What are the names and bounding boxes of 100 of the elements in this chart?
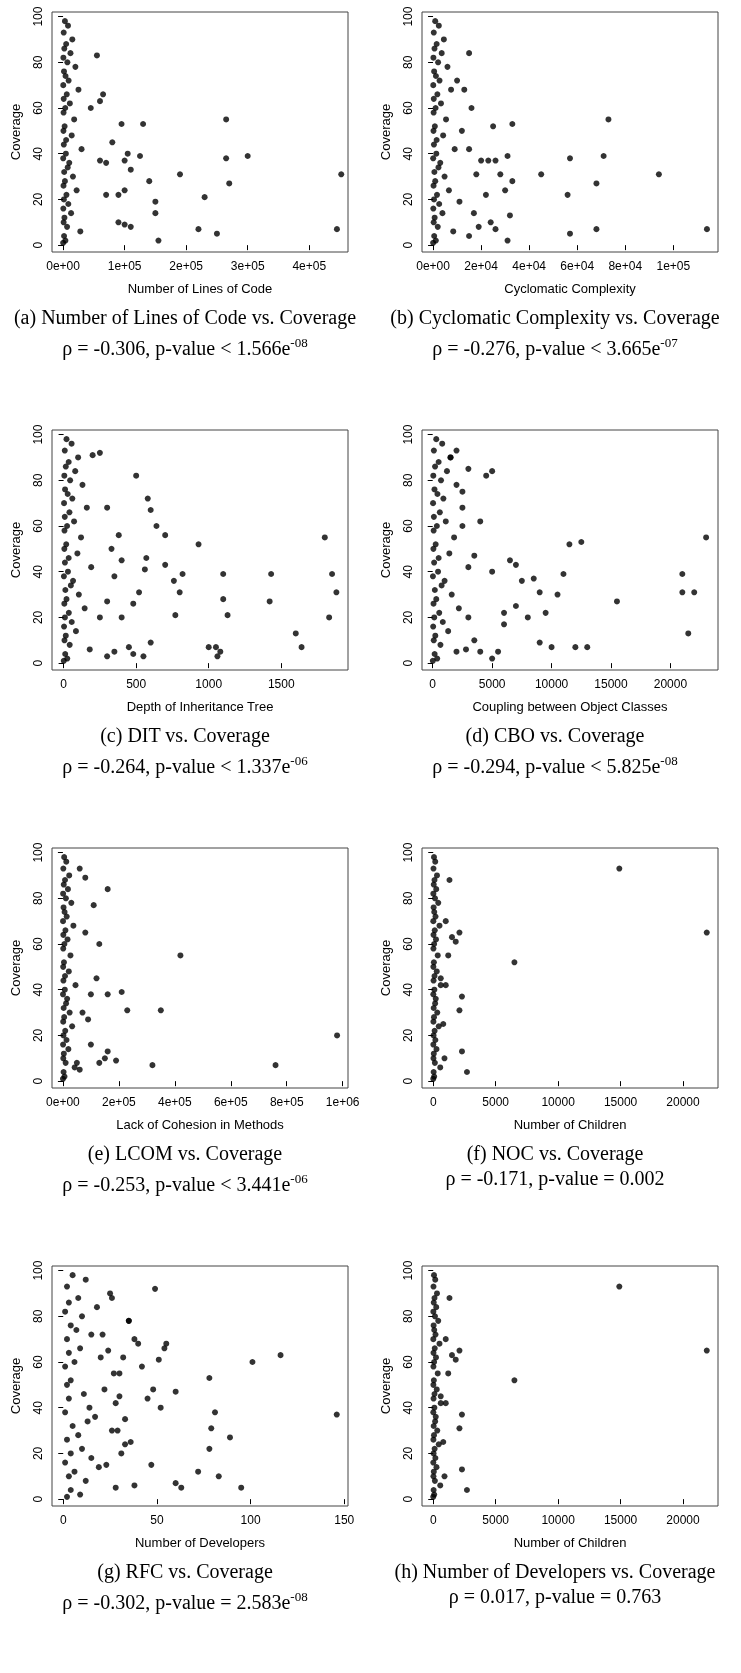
y-tick-label: 20 xyxy=(31,610,45,625)
y-tick-label: 60 xyxy=(31,519,45,533)
y-tick-label: 100 xyxy=(31,424,45,445)
y-tick-label: 60 xyxy=(31,937,45,951)
y-tick-label: 40 xyxy=(31,564,45,579)
y-tick-label: 0 xyxy=(31,1495,45,1503)
y-tick-label: 20 xyxy=(401,610,415,625)
text: ρ = 0.017, p-value = 0.763 xyxy=(447,1584,663,1609)
y-axis-title: Coverage xyxy=(8,939,23,997)
x-tick-label: 0e+00 xyxy=(46,1095,81,1109)
x-tick-label: 0e+00 xyxy=(416,259,451,273)
text: ρ = -0.253, p-value < 3.441e$^{-06}$ xyxy=(61,1170,309,1197)
text: ρ = -0.294, p-value < 5.825e$^{-08}$ xyxy=(431,752,679,779)
x-tick-label: 10000 xyxy=(541,1513,576,1527)
y-tick-label: 0 xyxy=(31,659,45,667)
text: (c) DIT vs. Coverage xyxy=(99,723,271,748)
y-tick-label: 40 xyxy=(401,1400,415,1415)
text: (e) LCOM vs. Coverage xyxy=(86,1141,284,1166)
text: ρ = -0.276, p-value < 3.665e$^{-07}$ xyxy=(431,334,679,361)
x-axis-title: Number of Lines of Code xyxy=(127,281,273,296)
y-tick-label: 60 xyxy=(31,1355,45,1369)
x-tick-label: 15000 xyxy=(594,677,629,691)
x-axis-title: Number of Developers xyxy=(134,1535,266,1550)
y-tick-label: 40 xyxy=(401,982,415,997)
x-tick-label: 3e+05 xyxy=(230,259,265,273)
y-tick-label: 20 xyxy=(31,1028,45,1043)
x-axis-title: Cyclomatic Complexity xyxy=(504,281,637,296)
x-tick-label: 15000 xyxy=(603,1513,638,1527)
x-axis-title: Depth of Inheritance Tree xyxy=(126,699,274,714)
y-tick-label: 20 xyxy=(31,192,45,207)
text: (h) Number of Developers vs. Coverage xyxy=(393,1559,717,1584)
x-tick-label: 5000 xyxy=(482,1095,510,1109)
y-tick-label: 20 xyxy=(401,1028,415,1043)
y-tick-label: 80 xyxy=(31,1309,45,1323)
x-tick-label: 15000 xyxy=(603,1095,638,1109)
y-tick-label: 60 xyxy=(401,1355,415,1369)
y-axis-title: Coverage xyxy=(378,103,393,161)
y-tick-label: 40 xyxy=(31,146,45,161)
x-tick-label: 1500 xyxy=(267,677,295,691)
y-tick-label: 100 xyxy=(401,842,415,863)
y-tick-label: 60 xyxy=(31,101,45,115)
x-tick-label: 0 xyxy=(429,1513,437,1527)
y-tick-label: 40 xyxy=(401,564,415,579)
y-axis-title: Coverage xyxy=(378,521,393,579)
y-tick-label: 0 xyxy=(401,241,415,249)
y-tick-label: 20 xyxy=(401,192,415,207)
x-tick-label: 0 xyxy=(59,1513,67,1527)
x-tick-label: 4e+05 xyxy=(157,1095,192,1109)
y-tick-label: 0 xyxy=(31,241,45,249)
y-tick-label: 60 xyxy=(401,937,415,951)
y-tick-label: 80 xyxy=(31,473,45,487)
text: ρ = -0.306, p-value < 1.566e$^{-08}$ xyxy=(61,334,309,361)
x-tick-label: 150 xyxy=(334,1513,355,1527)
x-tick-label: 20000 xyxy=(653,677,688,691)
y-tick-label: 80 xyxy=(31,55,45,69)
x-tick-label: 8e+04 xyxy=(608,259,643,273)
x-tick-label: 2e+05 xyxy=(169,259,204,273)
text: (b) Cyclomatic Complexity vs. Coverage xyxy=(389,305,721,330)
y-axis-title: Coverage xyxy=(8,103,23,161)
text: (d) CBO vs. Coverage xyxy=(464,723,646,748)
x-tick-label: 8e+05 xyxy=(269,1095,304,1109)
x-tick-label: 1e+05 xyxy=(107,259,142,273)
y-tick-label: 0 xyxy=(401,1077,415,1085)
text: (a) Number of Lines of Code vs. Coverage xyxy=(12,305,358,330)
y-tick-label: 60 xyxy=(401,101,415,115)
x-tick-label: 1e+05 xyxy=(656,259,691,273)
x-tick-label: 10000 xyxy=(534,677,569,691)
y-axis-title: Coverage xyxy=(378,939,393,997)
x-tick-label: 20000 xyxy=(666,1095,701,1109)
x-axis-title: Lack of Cohesion in Methods xyxy=(116,1117,285,1132)
y-tick-label: 40 xyxy=(31,982,45,997)
x-tick-label: 6e+05 xyxy=(213,1095,248,1109)
x-tick-label: 1000 xyxy=(195,677,223,691)
x-tick-label: 0 xyxy=(60,677,68,691)
x-tick-label: 4e+04 xyxy=(512,259,547,273)
x-tick-label: 10000 xyxy=(541,1095,576,1109)
x-tick-label: 5000 xyxy=(482,1513,510,1527)
text: ρ = -0.302, p-value = 2.583e$^{-08}$ xyxy=(61,1588,309,1615)
x-tick-label: 100 xyxy=(240,1513,261,1527)
y-tick-label: 20 xyxy=(401,1446,415,1461)
text: ρ = -0.171, p-value = 0.002 xyxy=(444,1166,666,1191)
y-tick-label: 0 xyxy=(401,1495,415,1503)
x-tick-label: 500 xyxy=(126,677,147,691)
x-axis-title: Coupling between Object Classes xyxy=(472,699,669,714)
x-tick-label: 0e+00 xyxy=(46,259,81,273)
y-tick-label: 100 xyxy=(401,1260,415,1281)
y-tick-label: 100 xyxy=(401,6,415,27)
text: ρ = -0.264, p-value < 1.337e$^{-06}$ xyxy=(61,752,309,779)
y-tick-label: 100 xyxy=(31,1260,45,1281)
y-axis-title: Coverage xyxy=(8,1357,23,1415)
y-tick-label: 0 xyxy=(401,659,415,667)
y-tick-label: 60 xyxy=(401,519,415,533)
x-tick-label: 0 xyxy=(429,677,437,691)
y-tick-label: 80 xyxy=(401,891,415,905)
x-axis-title: Number of Children xyxy=(513,1117,627,1132)
y-tick-label: 80 xyxy=(401,55,415,69)
y-tick-label: 80 xyxy=(31,891,45,905)
y-tick-label: 40 xyxy=(401,146,415,161)
x-tick-label: 1e+06 xyxy=(325,1095,360,1109)
x-tick-label: 50 xyxy=(150,1513,164,1527)
